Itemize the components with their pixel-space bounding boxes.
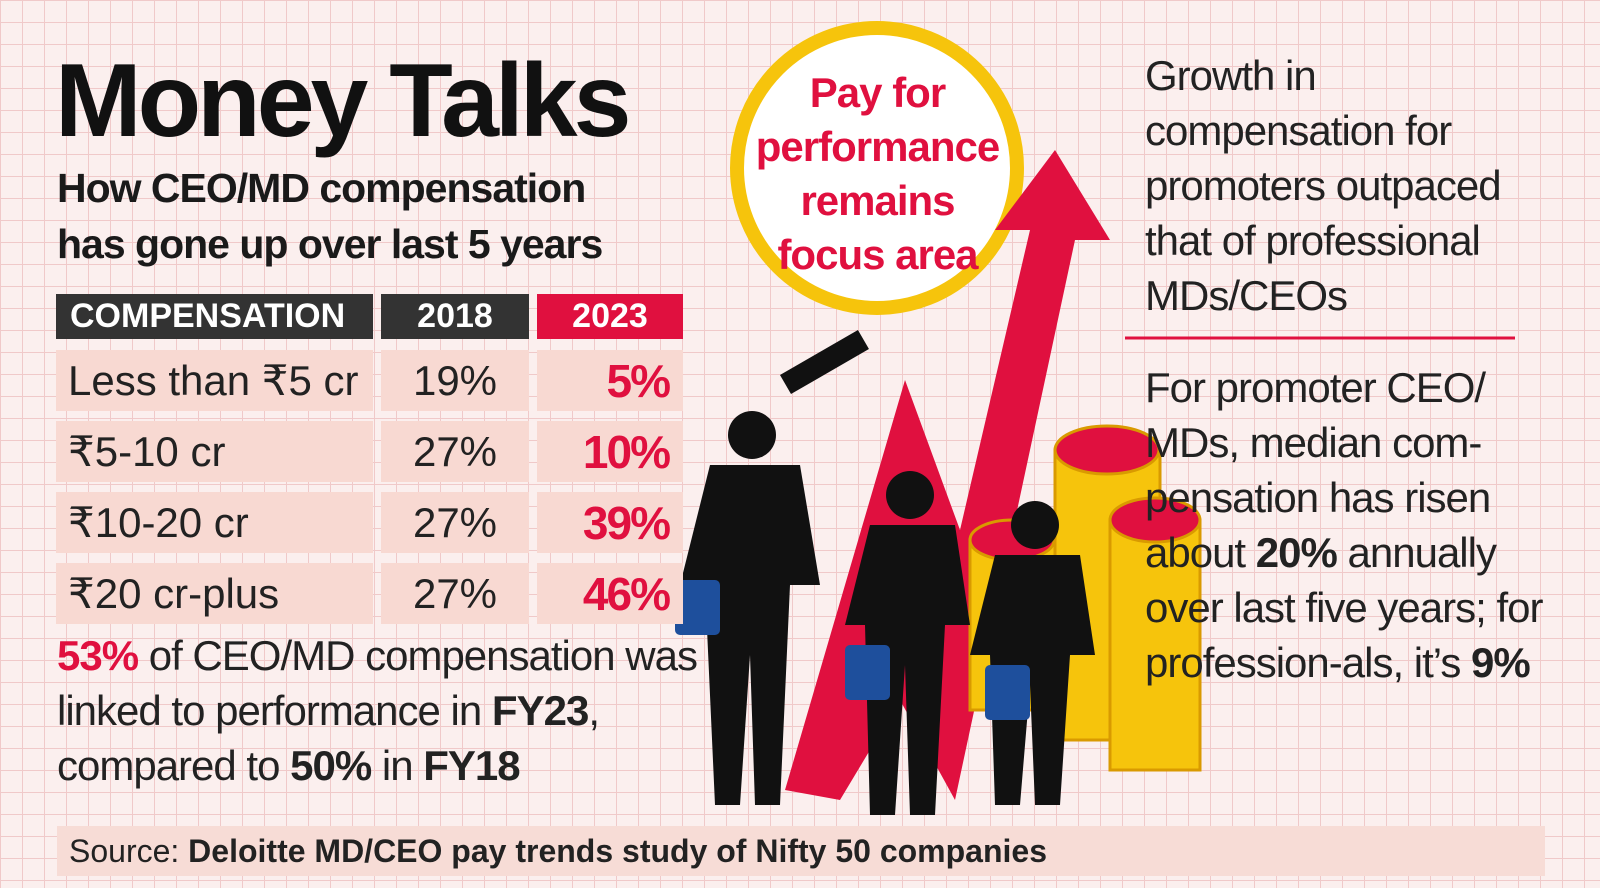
- table-cell: ₹10-20 cr: [56, 492, 373, 553]
- note: 53% of CEO/MD compensation was linked to…: [57, 628, 707, 793]
- table-cell: ₹20 cr-plus: [56, 563, 373, 624]
- coin-stacks: [968, 424, 1202, 772]
- note-segment: FY23: [491, 687, 589, 734]
- note-segment: of CEO/MD compensation was linked to per…: [57, 632, 698, 734]
- note-segment: in: [371, 742, 424, 789]
- detail-text: For promoter CEO/ MDs, median com-pensat…: [1145, 360, 1545, 690]
- table-cell: 27%: [381, 492, 529, 553]
- column-header: 2023: [537, 294, 683, 339]
- badge: Pay for performance remains focus area: [755, 69, 1000, 278]
- table-cell: 19%: [381, 350, 529, 411]
- table-cell: 39%: [537, 492, 683, 553]
- detail-segment: For promoter CEO/ MDs, median com-pensat…: [1145, 364, 1491, 576]
- table-cell: 5%: [537, 350, 683, 411]
- table-cell: 46%: [537, 563, 683, 624]
- column-header: COMPENSATION: [56, 294, 373, 339]
- growth-text: Growth in compensation for promoters out…: [1145, 52, 1502, 319]
- note-segment: 53%: [57, 632, 139, 679]
- note-segment: , compared to: [57, 687, 600, 789]
- table-cell: 27%: [381, 563, 529, 624]
- detail-segment: 20%: [1255, 529, 1338, 576]
- detail-segment: annually over last five years; for profe…: [1145, 529, 1543, 686]
- table-cell: ₹5-10 cr: [56, 421, 373, 482]
- title: Money Talks: [55, 43, 631, 159]
- table-cell: Less than ₹5 cr: [56, 350, 373, 411]
- table-cell: 10%: [537, 421, 683, 482]
- table-cell: 27%: [381, 421, 529, 482]
- briefcases: [675, 580, 1030, 720]
- badge-circle: [730, 21, 1024, 315]
- figures: [680, 330, 1095, 815]
- column-header: 2018: [381, 294, 529, 339]
- detail-segment: 9%: [1471, 639, 1531, 686]
- source-label: Source:: [69, 833, 180, 869]
- source: Source: Deloitte MD/CEO pay trends study…: [57, 826, 1545, 876]
- subtitle: How CEO/MD compensation has gone up over…: [57, 165, 603, 267]
- note-segment: 50%: [290, 742, 372, 789]
- note-segment: FY18: [423, 742, 520, 789]
- source-text: Deloitte MD/CEO pay trends study of Nift…: [188, 833, 1047, 869]
